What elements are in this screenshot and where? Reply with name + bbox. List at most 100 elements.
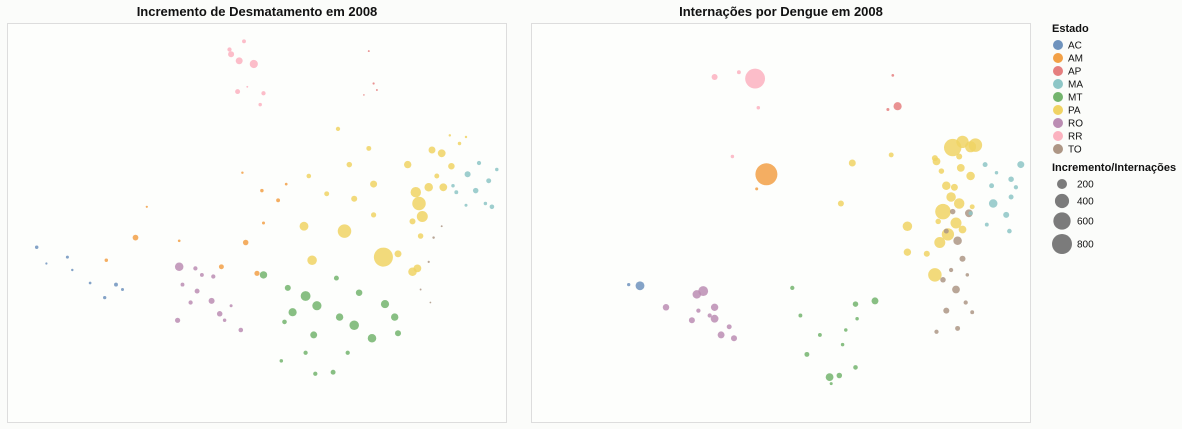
data-point-ma [994, 170, 999, 175]
data-point-mt [855, 316, 859, 321]
data-point-pa [953, 198, 965, 209]
data-point-pa [837, 200, 844, 207]
data-point-ro [208, 297, 215, 304]
data-point-to [955, 325, 961, 331]
data-point-ma [451, 183, 455, 188]
legend-swatch-rr [1053, 131, 1063, 141]
data-point-rr [228, 51, 235, 58]
data-point-mt [335, 313, 344, 321]
data-point-pa [448, 134, 452, 137]
data-point-rr [246, 85, 249, 88]
data-point-rr [258, 102, 262, 107]
data-point-rr [249, 59, 258, 69]
data-point-ma [984, 222, 989, 227]
data-point-ap [891, 74, 895, 77]
plot-frame-deforestation [7, 23, 507, 423]
legend-size-swatch-600 [1053, 212, 1071, 230]
data-point-ro [696, 308, 701, 313]
data-point-mt [804, 351, 810, 357]
data-point-ro [193, 266, 198, 271]
data-point-pa [428, 146, 436, 154]
data-point-ma [464, 203, 468, 207]
data-point-ro [188, 300, 193, 305]
data-point-ap [372, 82, 375, 85]
data-point-am [241, 171, 244, 174]
data-point-ro [222, 318, 227, 323]
data-point-mt [840, 342, 845, 347]
data-point-pa [938, 168, 945, 174]
data-point-pa [394, 250, 402, 258]
data-point-pa [888, 152, 894, 158]
data-point-to [427, 260, 430, 263]
legend-swatch-ma [1053, 79, 1063, 89]
data-point-am [218, 264, 224, 270]
data-point-mt [303, 350, 308, 355]
data-point-ac [71, 268, 74, 272]
legend-size-label-600: 600 [1077, 217, 1094, 228]
data-point-mt [288, 308, 297, 317]
data-point-pa [928, 268, 942, 282]
legend-swatch-ro [1053, 118, 1063, 128]
data-point-ac [65, 255, 69, 259]
legend-size-label-200: 200 [1077, 180, 1094, 191]
data-point-to [940, 277, 946, 283]
data-point-pa [902, 221, 913, 231]
data-point-rr [730, 154, 735, 159]
data-point-to [429, 301, 432, 304]
data-point-mt [300, 291, 311, 301]
data-point-am [177, 239, 181, 243]
data-point-ma [1017, 161, 1025, 169]
legend-label-ac: AC [1068, 41, 1082, 52]
data-point-mt [391, 313, 399, 321]
data-point-ac [34, 245, 39, 250]
legend-title-size: Incremento/Internações [1052, 162, 1176, 174]
data-point-ma [968, 211, 973, 216]
data-point-to [959, 255, 966, 262]
data-point-mt [310, 331, 318, 339]
data-point-ro [710, 314, 719, 323]
data-point-mt [380, 300, 390, 309]
data-point-am [755, 163, 778, 186]
data-point-mt [844, 328, 848, 332]
data-point-pa [307, 255, 317, 266]
data-point-ap [893, 102, 902, 111]
chart-title-deforestation: Incremento de Desmatamento em 2008 [137, 4, 378, 19]
data-point-pa [950, 183, 958, 191]
data-point-to [943, 228, 949, 234]
data-point-pa [416, 211, 428, 222]
data-point-am [104, 258, 109, 263]
legend-swatch-ac [1053, 40, 1063, 50]
data-point-am [755, 187, 759, 191]
data-point-pa [404, 160, 412, 169]
legend-size-label-800: 800 [1077, 240, 1094, 251]
legend-size-label-400: 400 [1077, 197, 1094, 208]
data-point-to [952, 285, 960, 294]
data-point-to [970, 310, 975, 315]
data-point-am [132, 234, 139, 241]
data-point-pa [969, 204, 975, 210]
data-point-pa [351, 195, 358, 202]
data-point-ro [692, 290, 702, 299]
data-point-mt [817, 332, 822, 337]
data-point-to [965, 273, 970, 277]
data-point-ma [472, 187, 479, 194]
data-point-to [963, 300, 968, 305]
data-point-ap [367, 50, 370, 53]
legend-label-to: TO [1068, 145, 1082, 156]
data-point-ro [229, 304, 233, 308]
data-point-pa [956, 164, 965, 172]
data-point-pa [306, 173, 312, 179]
data-point-pa [424, 183, 433, 192]
legend-label-pa: PA [1068, 106, 1081, 117]
data-point-pa [370, 180, 378, 188]
legend-swatch-pa [1053, 105, 1063, 115]
data-point-pa [956, 153, 963, 160]
legend-swatch-am [1053, 53, 1063, 63]
data-point-mt [852, 301, 859, 307]
legend-size-swatch-200 [1057, 179, 1067, 189]
legend-size-swatch-800 [1052, 234, 1072, 254]
data-point-am [242, 239, 249, 246]
data-point-ac [120, 287, 125, 292]
data-point-mt [829, 382, 833, 386]
data-point-ma [1008, 194, 1014, 200]
